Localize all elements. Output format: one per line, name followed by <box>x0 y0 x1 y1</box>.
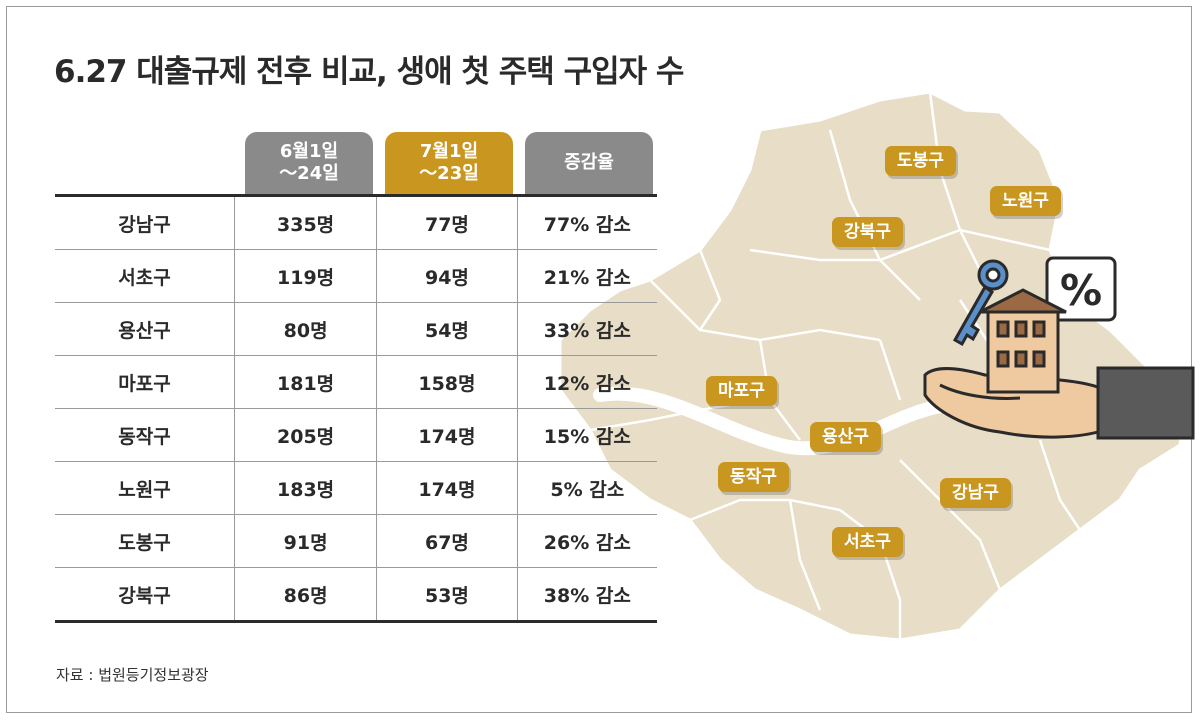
cell-jun: 181명 <box>233 355 377 409</box>
cell-district: 서초구 <box>55 249 235 303</box>
cell-district: 마포구 <box>55 355 235 409</box>
cell-district: 강북구 <box>118 584 171 607</box>
map-label-dobong: 도봉구 <box>885 146 956 176</box>
cell-rate: 21% 감소 <box>516 249 657 303</box>
data-table: 강남구 335명 77명 77% 감소 서초구 119명 94명 21% 감소 용산구 80명 54… <box>55 194 657 623</box>
cell-rate: 15% 감소 <box>516 408 657 462</box>
map-label-nowon: 노원구 <box>990 186 1061 216</box>
cell-rate: 77% 감소 <box>516 195 657 250</box>
cell-district: 용산구 <box>55 302 235 356</box>
cell-rate: 38% 감소 <box>516 567 657 622</box>
key-icon <box>952 259 1009 347</box>
house-icon <box>979 288 1067 394</box>
map-label-dongjak: 동작구 <box>718 462 789 492</box>
chart-title: 6.27 대출규제 전후 비교, 생애 첫 주택 구입자 수 <box>54 54 684 90</box>
cell-district: 노원구 <box>55 461 235 515</box>
percent-icon: % <box>1045 256 1117 322</box>
table-row: 강북구 86명 53명 38% 감소 <box>55 567 657 622</box>
header-change-label: 증감율 <box>564 152 614 173</box>
cell-jun: 86명 <box>233 567 377 622</box>
table-body: 강남구 335명 77명 77% 감소 서초구 119명 94명 21% 감소 용산구 80명 54… <box>55 195 657 622</box>
cell-jun: 183명 <box>233 461 377 515</box>
cell-jun: 119명 <box>233 249 377 303</box>
table-row: 마포구 181명 158명 12% 감소 <box>55 355 657 409</box>
cell-jul: 67명 <box>376 514 518 568</box>
cell-jul: 54명 <box>376 302 518 356</box>
cell-jun: 335명 <box>233 195 377 250</box>
cell-district: 도봉구 <box>55 514 235 568</box>
cell-jul: 53명 <box>376 567 518 622</box>
cell-jul: 94명 <box>376 249 518 303</box>
header-june-line1: 6월1일 <box>279 141 339 162</box>
table-row: 강남구 335명 77명 77% 감소 <box>55 195 657 250</box>
table-row: 동작구 205명 174명 15% 감소 <box>55 408 657 462</box>
table-row: 서초구 119명 94명 21% 감소 <box>55 249 657 303</box>
svg-text:%: % <box>1060 266 1102 315</box>
table-row: 도봉구 91명 67명 26% 감소 <box>55 514 657 568</box>
cell-district: 강남구 <box>55 195 235 250</box>
cell-jul: 174명 <box>376 461 518 515</box>
header-july-line1: 7월1일 <box>419 141 479 162</box>
cell-jul: 158명 <box>376 355 518 409</box>
header-july: 7월1일 ～23일 <box>385 132 513 194</box>
source-note: 자료 : 법원등기정보광장 <box>56 666 209 684</box>
cell-rate: 12% 감소 <box>516 355 657 409</box>
cell-jun: 205명 <box>233 408 377 462</box>
map-label-gangnam: 강남구 <box>940 478 1011 508</box>
cell-jul: 77명 <box>376 195 518 250</box>
header-june-line2: ～24일 <box>279 163 339 184</box>
cell-district: 동작구 <box>55 408 235 462</box>
header-change: 증감율 <box>525 132 653 194</box>
header-june: 6월1일 ～24일 <box>245 132 373 194</box>
map-label-yongsan: 용산구 <box>810 422 881 452</box>
cell-jun: 91명 <box>233 514 377 568</box>
header-july-line2: ～23일 <box>419 163 479 184</box>
cell-rate: 33% 감소 <box>516 302 657 356</box>
hand-icon <box>923 366 1195 440</box>
cell-jul: 174명 <box>376 408 518 462</box>
table-row: 노원구 183명 174명 5% 감소 <box>55 461 657 515</box>
map-label-gangbuk: 강북구 <box>832 217 903 247</box>
map-label-seocho: 서초구 <box>832 527 903 557</box>
cell-rate: 5% 감소 <box>516 461 657 515</box>
table-row: 용산구 80명 54명 33% 감소 <box>55 302 657 356</box>
map-label-mapo: 마포구 <box>706 376 777 406</box>
cell-rate: 26% 감소 <box>516 514 657 568</box>
cell-jun: 80명 <box>233 302 377 356</box>
